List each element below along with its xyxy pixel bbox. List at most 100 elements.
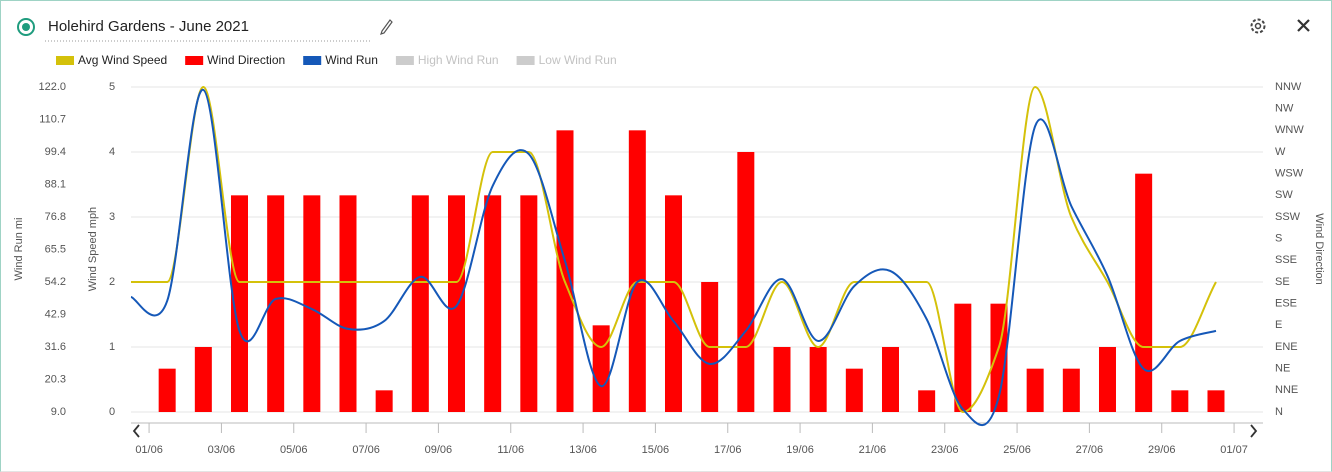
close-icon[interactable] [1297, 19, 1310, 32]
legend-swatch [185, 56, 204, 65]
legend-label: Wind Direction [207, 53, 285, 67]
edit-icon[interactable] [380, 19, 393, 35]
bar [1098, 347, 1116, 412]
y3-tick-label: NE [1275, 363, 1290, 375]
scroll-right[interactable] [1250, 424, 1258, 438]
bar [303, 195, 321, 412]
legend-swatch [56, 56, 74, 65]
chart-title: Holehird Gardens - June 2021 [48, 18, 249, 35]
y2-tick-label: 54.2 [45, 276, 66, 288]
y-tick-label: 5 [109, 81, 115, 93]
x-tick-label: 23/06 [931, 444, 959, 456]
y3-tick-label: N [1275, 406, 1283, 418]
legend-label: Wind Run [325, 53, 378, 67]
status-icon [17, 18, 35, 36]
y2-tick-label: 65.5 [45, 243, 66, 255]
y2-tick-label: 20.3 [45, 373, 66, 385]
bar [809, 347, 827, 412]
bar [881, 347, 899, 412]
y3-tick-label: WSW [1275, 168, 1304, 180]
y3-tick-label: ENE [1275, 341, 1298, 353]
x-tick-label: 29/06 [1148, 444, 1176, 456]
y3-tick-label: SE [1275, 276, 1290, 288]
bar [520, 195, 538, 412]
bar [773, 347, 791, 412]
y3-axis-title: Wind Direction [1313, 213, 1325, 285]
y3-tick-label: SW [1275, 189, 1293, 201]
line [130, 88, 1217, 426]
x-tick-label: 01/06 [135, 444, 163, 456]
x-tick-label: 13/06 [569, 444, 597, 456]
y3-tick-label: W [1275, 146, 1286, 158]
bar [918, 390, 936, 412]
bar [1207, 390, 1225, 412]
y2-tick-label: 110.7 [39, 113, 66, 125]
y2-tick-label: 31.6 [45, 341, 66, 353]
bar [267, 195, 285, 412]
y2-axis-title: Wind Run mi [13, 218, 25, 281]
x-tick-label: 19/06 [786, 444, 814, 456]
x-tick-label: 27/06 [1076, 444, 1104, 456]
bar [1026, 368, 1044, 412]
x-tick-label: 11/06 [497, 444, 524, 456]
bar [447, 195, 465, 412]
bar [1171, 390, 1189, 412]
y2-tick-label: 122.0 [38, 81, 66, 93]
bar [339, 195, 357, 412]
y2-tick-label: 88.1 [45, 178, 66, 190]
bar [954, 303, 972, 412]
y3-tick-label: WNW [1275, 124, 1304, 136]
bar [484, 195, 502, 412]
bar [158, 368, 176, 412]
y-tick-label: 0 [109, 406, 115, 418]
y2-tick-label: 9.0 [51, 406, 66, 418]
y3-tick-label: E [1275, 319, 1282, 331]
bar [556, 130, 574, 413]
y2-tick-label: 99.4 [45, 146, 66, 158]
x-tick-label: 09/06 [425, 444, 453, 456]
y2-tick-label: 42.9 [45, 308, 66, 320]
y2-tick-label: 76.8 [45, 211, 66, 223]
y-tick-label: 2 [109, 276, 115, 288]
legend-swatch [303, 56, 322, 65]
y3-tick-label: SSE [1275, 254, 1297, 266]
bar [845, 368, 863, 412]
bar [411, 195, 429, 412]
y-axis-title: Wind Speed mph [87, 207, 99, 291]
bar [664, 195, 682, 412]
y-tick-label: 1 [109, 341, 115, 353]
y-tick-label: 4 [109, 146, 115, 158]
bar [1135, 173, 1153, 412]
settings-icon[interactable] [1250, 18, 1266, 34]
status-icon-dot [22, 23, 30, 31]
x-tick-label: 05/06 [280, 444, 308, 456]
bar [737, 152, 755, 412]
y3-tick-label: NW [1275, 103, 1294, 115]
x-tick-label: 03/06 [208, 444, 236, 456]
y3-tick-label: NNW [1275, 81, 1302, 93]
legend-swatch [516, 56, 535, 65]
y3-tick-label: SSW [1275, 211, 1301, 223]
y-tick-label: 3 [109, 211, 115, 223]
y3-tick-label: NNE [1275, 384, 1298, 396]
x-tick-label: 25/06 [1003, 444, 1031, 456]
x-tick-label: 21/06 [859, 444, 887, 456]
scroll-left[interactable] [132, 424, 140, 438]
legend-swatch [395, 56, 414, 65]
x-tick-label: 01/07 [1220, 444, 1248, 456]
x-tick-label: 07/06 [352, 444, 380, 456]
bar [375, 390, 393, 412]
legend-label: Low Wind Run [539, 53, 617, 67]
line [131, 85, 1217, 414]
bar [230, 195, 248, 412]
legend-label: Avg Wind Speed [78, 53, 167, 67]
x-tick-label: 15/06 [642, 444, 670, 456]
legend-label: High Wind Run [418, 53, 499, 67]
bar [1062, 368, 1080, 412]
x-tick-label: 17/06 [714, 444, 742, 456]
bar [592, 325, 610, 412]
bar [628, 130, 646, 413]
y3-tick-label: ESE [1275, 298, 1297, 310]
